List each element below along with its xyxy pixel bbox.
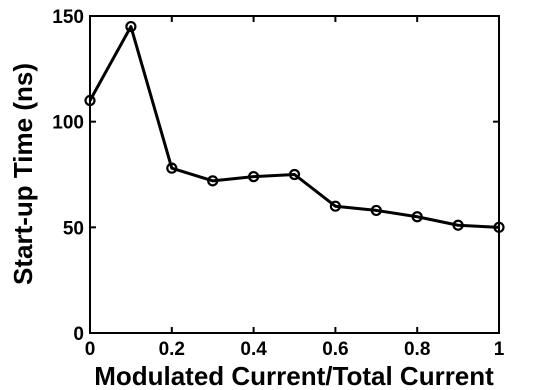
tick-labels: 0 0.2 0.4 0.6 0.8 1 0 50 100 150: [52, 7, 504, 360]
data-point: [125, 20, 137, 33]
data-point: [329, 200, 341, 212]
x-tick-label: 1: [494, 339, 505, 360]
x-tick-label: 0.2: [159, 339, 185, 360]
data-point: [166, 162, 178, 174]
data-point: [288, 168, 301, 181]
x-tick-label: 0: [85, 339, 96, 360]
plot-frame: [89, 15, 500, 334]
data-point: [370, 204, 382, 217]
x-tick-label: 0.8: [404, 339, 430, 360]
data-point: [207, 175, 219, 187]
x-tick-label: 0.4: [240, 339, 267, 360]
data-markers: [84, 20, 505, 233]
x-axis-label: Modulated Current/Total Current: [94, 361, 494, 390]
x-tick-label: 0.6: [322, 339, 348, 360]
y-axis-label: Start-up Time (ns): [8, 63, 38, 285]
data-point: [493, 221, 505, 233]
data-point: [248, 171, 260, 183]
series-line: [88, 25, 500, 229]
y-tick-label: 100: [52, 113, 84, 134]
data-point: [84, 94, 96, 107]
y-tick-label: 0: [73, 324, 84, 345]
data-point: [452, 219, 464, 231]
y-tick-label: 150: [52, 7, 84, 28]
y-tick-label: 50: [63, 218, 84, 239]
data-point: [411, 211, 423, 223]
